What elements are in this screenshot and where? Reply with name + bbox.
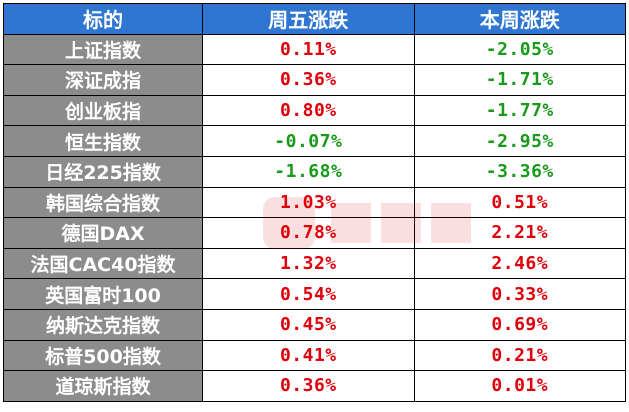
friday-change-value: -1.68% [202, 155, 415, 188]
index-name: 英国富时100 [2, 278, 204, 310]
friday-change-value: 1.03% [202, 186, 415, 219]
index-name: 恒生指数 [2, 125, 204, 157]
table-row: 纳斯达克指数 0.45% 0.69% [2, 308, 627, 341]
header-name: 标的 [2, 3, 204, 35]
week-change-value: -2.05% [413, 33, 627, 66]
week-change-value: 2.21% [413, 217, 627, 249]
friday-change-value: -0.07% [202, 125, 415, 157]
table-row: 道琼斯指数 0.36% 0.01% [2, 370, 627, 402]
index-name: 标普500指数 [2, 339, 204, 372]
table-row: 韩国综合指数 1.03% 0.51% [2, 186, 627, 219]
week-change-value: 0.21% [413, 339, 627, 372]
friday-change-value: 0.54% [202, 278, 415, 310]
table-row: 标普500指数 0.41% 0.21% [2, 339, 627, 372]
header-week-change: 本周涨跌 [413, 3, 627, 35]
index-name: 深证成指 [2, 64, 204, 96]
table-header-row: 标的 周五涨跌 本周涨跌 [2, 3, 627, 35]
friday-change-value: 0.36% [202, 64, 415, 96]
index-name: 创业板指 [2, 94, 204, 127]
friday-change-value: 0.36% [202, 370, 415, 402]
friday-change-value: 0.78% [202, 217, 415, 249]
index-name: 纳斯达克指数 [2, 308, 204, 341]
friday-change-value: 0.11% [202, 33, 415, 66]
table-row: 深证成指 0.36% -1.71% [2, 64, 627, 96]
market-performance-table: 标的 周五涨跌 本周涨跌 上证指数 0.11% -2.05% 深证成指 0.36% -1.… [2, 3, 627, 402]
friday-change-value: 0.41% [202, 339, 415, 372]
friday-change-value: 1.32% [202, 247, 415, 280]
friday-change-value: 0.80% [202, 94, 415, 127]
table-row: 德国DAX 0.78% 2.21% [2, 217, 627, 249]
index-name: 上证指数 [2, 33, 204, 66]
index-name: 日经225指数 [2, 155, 204, 188]
week-change-value: 0.51% [413, 186, 627, 219]
week-change-value: -1.77% [413, 94, 627, 127]
week-change-value: 0.33% [413, 278, 627, 310]
table-body: 上证指数 0.11% -2.05% 深证成指 0.36% -1.71% 创业板指 0.80% -… [2, 33, 627, 402]
week-change-value: -2.95% [413, 125, 627, 157]
week-change-value: 0.01% [413, 370, 627, 402]
table-row: 恒生指数 -0.07% -2.95% [2, 125, 627, 157]
index-name: 法国CAC40指数 [2, 247, 204, 280]
table-row: 日经225指数 -1.68% -3.36% [2, 155, 627, 188]
week-change-value: 0.69% [413, 308, 627, 341]
market-table-container: 标的 周五涨跌 本周涨跌 上证指数 0.11% -2.05% 深证成指 0.36% -1.… [2, 3, 627, 409]
friday-change-value: 0.45% [202, 308, 415, 341]
week-change-value: 2.46% [413, 247, 627, 280]
table-row: 法国CAC40指数 1.32% 2.46% [2, 247, 627, 280]
table-row: 上证指数 0.11% -2.05% [2, 33, 627, 66]
index-name: 道琼斯指数 [2, 370, 204, 402]
table-row: 英国富时100 0.54% 0.33% [2, 278, 627, 310]
header-friday-change: 周五涨跌 [202, 3, 415, 35]
week-change-value: -1.71% [413, 64, 627, 96]
week-change-value: -3.36% [413, 155, 627, 188]
index-name: 德国DAX [2, 217, 204, 249]
index-name: 韩国综合指数 [2, 186, 204, 219]
table-row: 创业板指 0.80% -1.77% [2, 94, 627, 127]
